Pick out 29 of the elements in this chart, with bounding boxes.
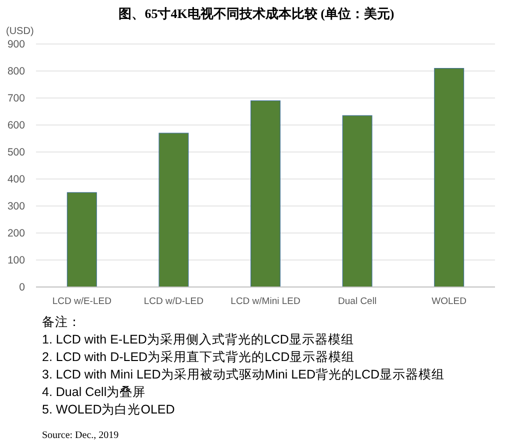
y-tick-label: 500: [7, 146, 26, 159]
x-tick-label: LCD w/E-LED: [52, 296, 112, 307]
y-tick-label: 700: [7, 92, 26, 105]
y-tick-label: 200: [7, 228, 26, 240]
y-tick-label: 0: [19, 282, 26, 294]
y-tick-label: 900: [7, 38, 26, 51]
text: 2. LCD with D-LED为采用直下式背光的LCD显示器模组: [42, 350, 355, 364]
text: 1. LCD with E-LED为采用侧入式背光的LCD显示器模组: [42, 332, 354, 346]
x-tick-label: LCD w/D-LED: [144, 296, 204, 307]
text: 5. WOLED为白光OLED: [42, 402, 175, 416]
chart-title: 图、65寸4K电视不同技术成本比较 (单位：美元): [118, 6, 394, 21]
y-axis-title: (USD): [6, 26, 34, 37]
y-tick-label: 300: [7, 200, 26, 213]
y-tick-label: 400: [7, 174, 26, 186]
x-tick-label: Dual Cell: [338, 296, 377, 307]
source-note: Source: Dec., 2019: [42, 430, 119, 441]
text: 备注：: [42, 315, 81, 329]
bar: [342, 115, 372, 288]
y-tick-label: 800: [7, 66, 26, 78]
bar: [158, 132, 189, 288]
y-tick-label: 600: [7, 120, 26, 132]
text: 4. Dual Cell为叠屏: [42, 385, 146, 399]
bar: [434, 68, 464, 288]
text: 3. LCD with Mini LED为采用被动式驱动Mini LED背光的LCD显示器模组: [42, 368, 445, 382]
bar: [66, 192, 97, 288]
x-tick-label: WOLED: [432, 296, 467, 307]
y-tick-label: 100: [7, 254, 26, 267]
bar: [250, 100, 280, 288]
x-tick-label: LCD w/Mini LED: [230, 296, 300, 307]
